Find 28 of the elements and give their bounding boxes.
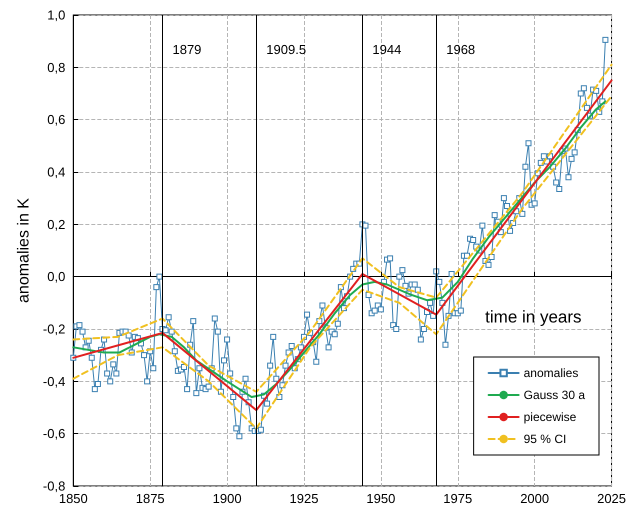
y-tick-label: -0,2 [42,322,66,336]
y-tick-label: 0,2 [47,216,66,232]
legend-label: 95 % CI [524,432,566,446]
x-tick-label: 1850 [58,491,88,506]
legend-label: piecewise [524,410,577,424]
y-tick-label: 0,4 [47,164,66,180]
x-tick-label: 1875 [136,491,165,506]
ref-line-label: 1968 [446,42,476,57]
ref-line-label: 1879 [172,42,202,57]
legend-label: Gauss 30 a [524,388,586,402]
y-tick-label: 0,0 [47,269,66,284]
x-tick-label: 2025 [597,491,626,506]
y-tick-label: 1,0 [47,8,66,22]
y-tick-label: 0,6 [47,112,66,128]
y-tick-label: -0,8 [42,478,66,494]
x-tick-label: 1900 [212,491,242,506]
x-tick-label: 2000 [520,491,550,506]
legend-label: anomalies [524,366,578,380]
x-tick-label: 1950 [366,491,396,506]
y-tick-label: -0,4 [42,374,66,389]
y-tick-label: -0,6 [42,426,66,442]
x-axis-title: time in years [485,308,582,327]
x-tick-label: 1925 [290,491,318,506]
x-tick-label: 1975 [443,491,472,506]
y-axis-title: anomalies in K [16,198,32,303]
y-tick-label: 0,8 [47,60,66,75]
ref-line-label: 1944 [372,42,402,57]
ref-line-label: 1909.5 [266,42,306,57]
